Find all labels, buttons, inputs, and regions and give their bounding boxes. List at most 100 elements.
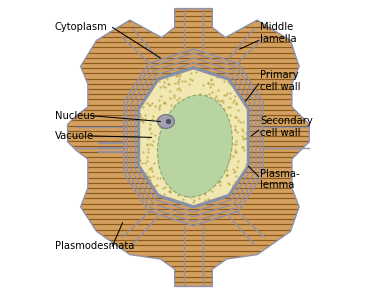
Point [219, 98, 225, 103]
Point [167, 173, 173, 178]
Point [161, 100, 167, 104]
Point [191, 117, 197, 122]
Point [185, 162, 191, 167]
Point [193, 148, 199, 153]
Point [223, 92, 229, 97]
Point [149, 113, 156, 118]
Point [154, 116, 160, 121]
Point [202, 191, 208, 196]
Point [226, 153, 233, 158]
Text: Plasma-
lemma: Plasma- lemma [260, 168, 300, 190]
Point [212, 96, 219, 101]
Point [142, 112, 148, 117]
Polygon shape [135, 63, 252, 212]
Point [196, 153, 202, 157]
Point [206, 117, 212, 122]
Point [176, 74, 182, 78]
Point [185, 138, 192, 143]
Point [205, 104, 211, 109]
Point [221, 79, 227, 83]
Point [223, 166, 229, 171]
Point [239, 145, 245, 150]
Point [195, 149, 201, 154]
Point [137, 158, 143, 162]
Point [173, 151, 179, 156]
Point [202, 141, 208, 146]
Point [231, 142, 237, 147]
Point [191, 119, 197, 124]
Point [154, 147, 160, 151]
Point [147, 126, 153, 131]
Point [196, 125, 202, 130]
Point [192, 135, 198, 140]
Point [189, 146, 195, 150]
Point [235, 108, 241, 113]
Text: Nucleus: Nucleus [55, 111, 94, 121]
Point [160, 185, 166, 190]
Point [196, 123, 202, 128]
Point [216, 117, 222, 122]
Point [154, 175, 161, 180]
Point [170, 186, 176, 191]
Point [162, 101, 168, 105]
Point [225, 79, 231, 84]
Point [206, 91, 212, 96]
Point [185, 151, 191, 156]
Point [204, 142, 210, 147]
Point [217, 161, 223, 166]
Point [146, 127, 152, 132]
Point [164, 118, 171, 122]
Point [186, 81, 192, 86]
Point [173, 112, 179, 117]
Point [168, 143, 174, 148]
Point [194, 137, 200, 142]
Point [203, 96, 209, 100]
Ellipse shape [158, 114, 175, 128]
Point [201, 140, 207, 145]
Point [233, 142, 240, 147]
Point [175, 78, 182, 83]
Point [185, 192, 191, 197]
Point [185, 127, 191, 132]
Point [243, 162, 250, 167]
Point [197, 91, 203, 96]
Point [232, 180, 238, 185]
Point [203, 100, 209, 105]
Point [208, 113, 214, 118]
Point [148, 130, 154, 135]
Point [170, 134, 176, 139]
Point [152, 184, 158, 189]
Point [161, 101, 168, 106]
Point [223, 173, 229, 177]
Point [161, 117, 167, 121]
Point [144, 159, 150, 164]
Point [169, 162, 175, 167]
Point [222, 125, 228, 130]
Point [199, 151, 205, 156]
Point [161, 126, 168, 131]
Point [182, 79, 188, 83]
Point [170, 112, 176, 117]
Point [168, 102, 174, 107]
Point [224, 161, 231, 166]
Point [198, 157, 204, 161]
Point [243, 136, 249, 140]
Point [171, 186, 177, 190]
Point [192, 119, 198, 124]
Polygon shape [124, 49, 263, 226]
Point [149, 142, 155, 147]
Text: Primary
cell wall: Primary cell wall [260, 70, 301, 92]
Point [170, 130, 176, 135]
Point [226, 182, 233, 187]
Point [213, 130, 219, 135]
Point [204, 185, 210, 189]
Point [167, 189, 173, 194]
Point [196, 191, 202, 196]
Point [208, 118, 214, 123]
Point [184, 123, 190, 128]
Point [217, 179, 223, 184]
Point [195, 130, 201, 135]
Point [211, 99, 217, 104]
Point [142, 117, 148, 122]
Point [180, 200, 187, 205]
